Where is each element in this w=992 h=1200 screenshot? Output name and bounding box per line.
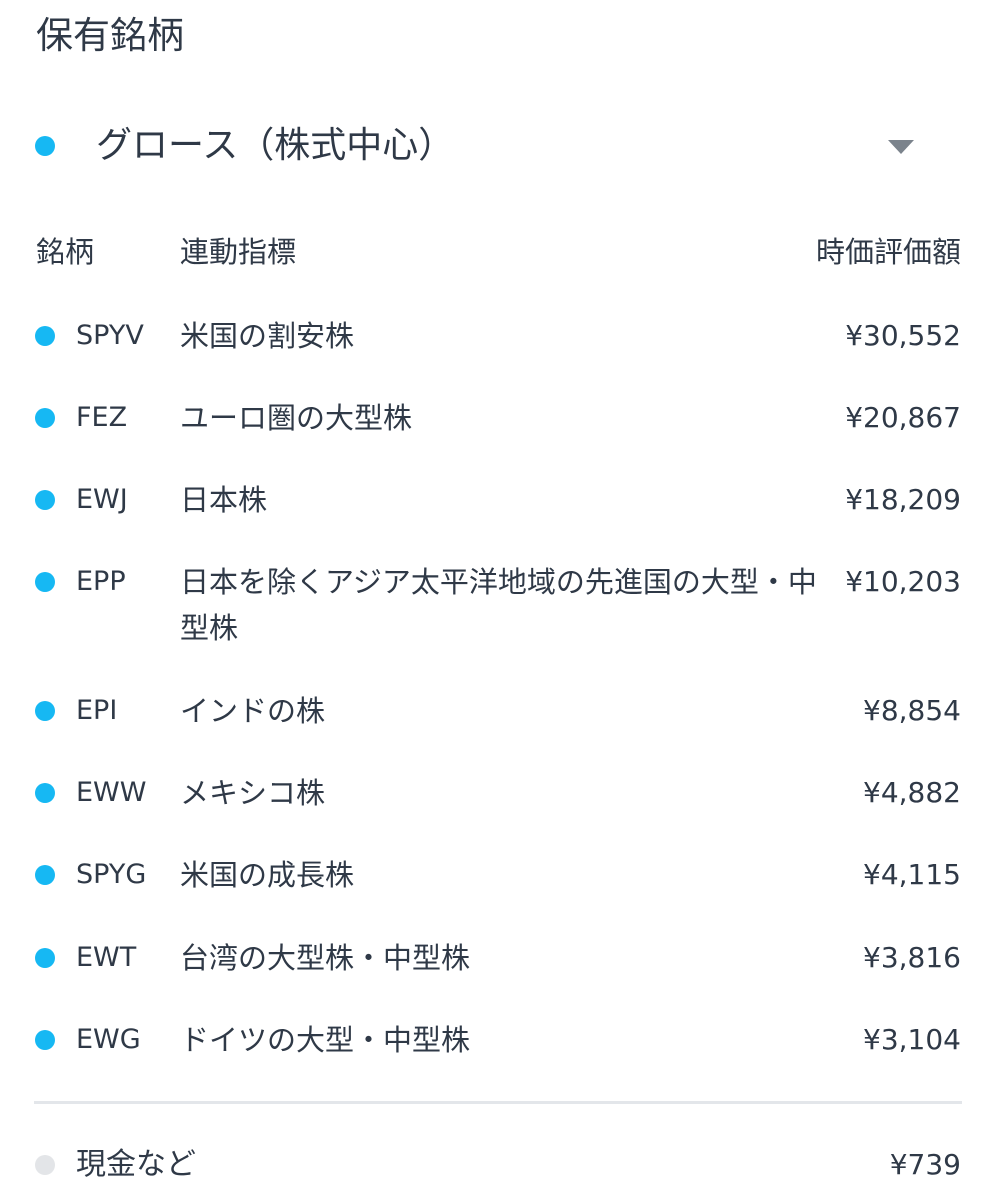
group-label: グロース（株式中心） [96, 125, 455, 166]
holding-ticker: EPP [76, 566, 126, 597]
holding-color-dot [35, 408, 55, 428]
holding-ticker: EWW [76, 777, 147, 808]
holding-color-dot [35, 326, 55, 346]
holding-value: ¥3,816 [863, 941, 961, 974]
holding-index: 台湾の大型株・中型株 [180, 941, 471, 975]
holding-index: インドの株 [180, 694, 326, 728]
cash-value: ¥739 [889, 1148, 961, 1181]
column-header-index: 連動指標 [180, 235, 297, 269]
holding-color-dot [35, 572, 55, 592]
holding-value: ¥30,552 [845, 319, 961, 352]
holding-value: ¥18,209 [845, 483, 961, 516]
holding-ticker: SPYG [76, 859, 147, 890]
chevron-down-icon[interactable] [888, 140, 914, 154]
column-header-value: 時価評価額 [815, 235, 961, 269]
holding-value: ¥3,104 [863, 1023, 961, 1056]
holding-ticker: EWT [76, 942, 137, 973]
holding-index: 米国の成長株 [180, 858, 355, 892]
cash-label: 現金など [76, 1147, 196, 1182]
holding-ticker: EWJ [76, 484, 128, 515]
holding-color-dot [35, 701, 55, 721]
holding-ticker: FEZ [76, 402, 128, 433]
holding-value: ¥20,867 [845, 401, 961, 434]
holding-color-dot [35, 783, 55, 803]
holding-value: ¥8,854 [863, 694, 961, 727]
holding-value: ¥10,203 [845, 565, 961, 598]
holding-index: メキシコ株 [180, 776, 326, 810]
holding-index: 米国の割安株 [180, 319, 355, 353]
column-header-ticker: 銘柄 [36, 235, 95, 269]
holding-ticker: EWG [76, 1024, 141, 1055]
holding-index: ドイツの大型・中型株 [180, 1023, 471, 1057]
cash-color-dot [35, 1155, 55, 1175]
holding-ticker: EPI [76, 695, 118, 726]
holding-ticker: SPYV [76, 320, 144, 351]
portfolio-group-selector[interactable]: グロース（株式中心） [0, 110, 992, 182]
holding-color-dot [35, 1030, 55, 1050]
holding-value: ¥4,882 [863, 776, 961, 809]
divider [34, 1101, 962, 1104]
holding-index: 日本株 [180, 483, 268, 517]
holding-color-dot [35, 948, 55, 968]
holding-color-dot [35, 490, 55, 510]
page-title: 保有銘柄 [36, 14, 184, 57]
holding-index: 日本を除くアジア太平洋地域の先進国の大型・中型株 [180, 565, 817, 645]
holding-color-dot [35, 865, 55, 885]
holding-value: ¥4,115 [863, 858, 961, 891]
holding-index: ユーロ圏の大型株 [180, 401, 413, 435]
group-color-dot [35, 136, 55, 156]
